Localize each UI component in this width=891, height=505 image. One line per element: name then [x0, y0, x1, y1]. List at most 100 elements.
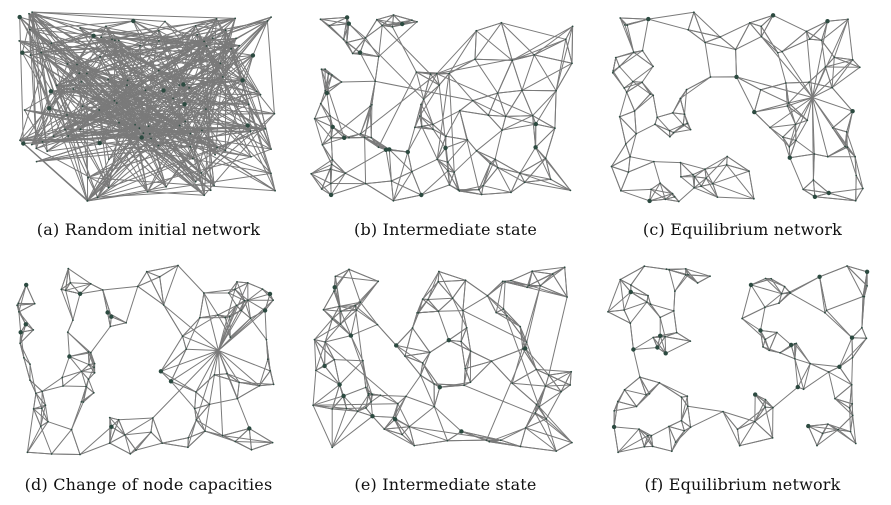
network-edge [427, 299, 439, 312]
network-edge [90, 326, 111, 353]
network-edge [462, 295, 488, 312]
network-node [125, 321, 127, 324]
network-edge [476, 150, 491, 164]
network-edge [760, 14, 774, 27]
network-edge [519, 157, 546, 174]
network-edge [29, 20, 134, 30]
network-node [147, 125, 150, 127]
network-node [782, 136, 784, 139]
network-edge [624, 389, 647, 396]
network-node [448, 72, 450, 75]
network-edge [639, 376, 650, 395]
network-node [236, 397, 239, 400]
network-edge [612, 72, 625, 89]
network-edge [615, 57, 620, 67]
network-node [545, 418, 548, 420]
panel-e: (e) Intermediate state [297, 253, 594, 505]
network-edge [69, 282, 81, 295]
network-edge [163, 304, 184, 337]
network-edge [472, 92, 498, 102]
network-node [194, 25, 197, 27]
network-edge [370, 137, 387, 151]
network-node [778, 302, 780, 304]
network-edge [650, 303, 661, 318]
network-node [62, 385, 64, 387]
network-node [79, 27, 82, 29]
network-edge [437, 158, 448, 163]
network-node [194, 180, 197, 183]
network-edge [614, 406, 637, 412]
network-edge [209, 374, 215, 405]
network-edge [17, 303, 35, 306]
network-edge [754, 406, 766, 422]
network-edge [851, 337, 867, 339]
network-edge [262, 288, 274, 301]
network-edge [629, 156, 654, 163]
network-edge [222, 435, 236, 442]
panel-c: (c) Equilibrium network [594, 0, 891, 252]
network-edge [625, 143, 631, 157]
network-node [554, 127, 556, 130]
network-edge [850, 431, 857, 444]
network-node [827, 371, 830, 373]
network-node [560, 390, 562, 393]
network-node [620, 189, 622, 192]
network-edge [532, 266, 565, 272]
network-edge [769, 127, 790, 148]
network-edge [388, 149, 392, 182]
network-node [331, 408, 334, 410]
network-edge [391, 171, 413, 182]
network-edge [160, 335, 184, 372]
network-node [466, 139, 469, 141]
network-edge [474, 30, 477, 60]
network-edge [497, 89, 523, 94]
network-node [273, 112, 276, 115]
network-edge [35, 392, 46, 406]
network-edge [69, 352, 91, 357]
network-edge [186, 348, 219, 351]
network-edge [632, 81, 643, 83]
network-edge [42, 385, 64, 392]
network-node [569, 189, 572, 192]
network-edge [314, 118, 332, 139]
network-edge [642, 50, 654, 67]
network-node [438, 84, 441, 86]
network-node [677, 200, 680, 203]
network-edge [350, 335, 373, 395]
network-node [770, 277, 773, 280]
network-edge [326, 81, 342, 94]
network-node [854, 442, 857, 445]
caption-c: (c) Equilibrium network [642, 220, 843, 239]
network-edge [195, 18, 236, 182]
network-edge [313, 403, 398, 406]
network-node [129, 453, 132, 455]
network-node [623, 309, 625, 311]
network-edge [633, 337, 654, 350]
network-edge [314, 339, 326, 343]
network-node [29, 363, 31, 366]
network-edge [88, 352, 92, 365]
caption-b: (b) Intermediate state [354, 220, 537, 239]
network-edge [476, 129, 503, 152]
network-edge [51, 453, 81, 455]
network-edge [478, 163, 491, 190]
network-edge [619, 279, 625, 311]
network-edge [627, 18, 649, 26]
network-node [310, 172, 313, 175]
network-node [363, 136, 366, 139]
network-node [635, 405, 638, 408]
network-edge [623, 309, 631, 324]
network-edge [196, 419, 223, 437]
network-edge [754, 421, 773, 439]
network-node [658, 381, 661, 384]
network-node [67, 135, 70, 137]
network-node [189, 132, 192, 135]
network-node [528, 284, 530, 287]
network-node [808, 38, 811, 40]
network-edge [205, 109, 215, 186]
network-node [741, 317, 743, 320]
network-edge [849, 407, 851, 432]
network-edge [69, 356, 90, 366]
network-edge [146, 271, 160, 278]
network-edge [737, 406, 766, 430]
